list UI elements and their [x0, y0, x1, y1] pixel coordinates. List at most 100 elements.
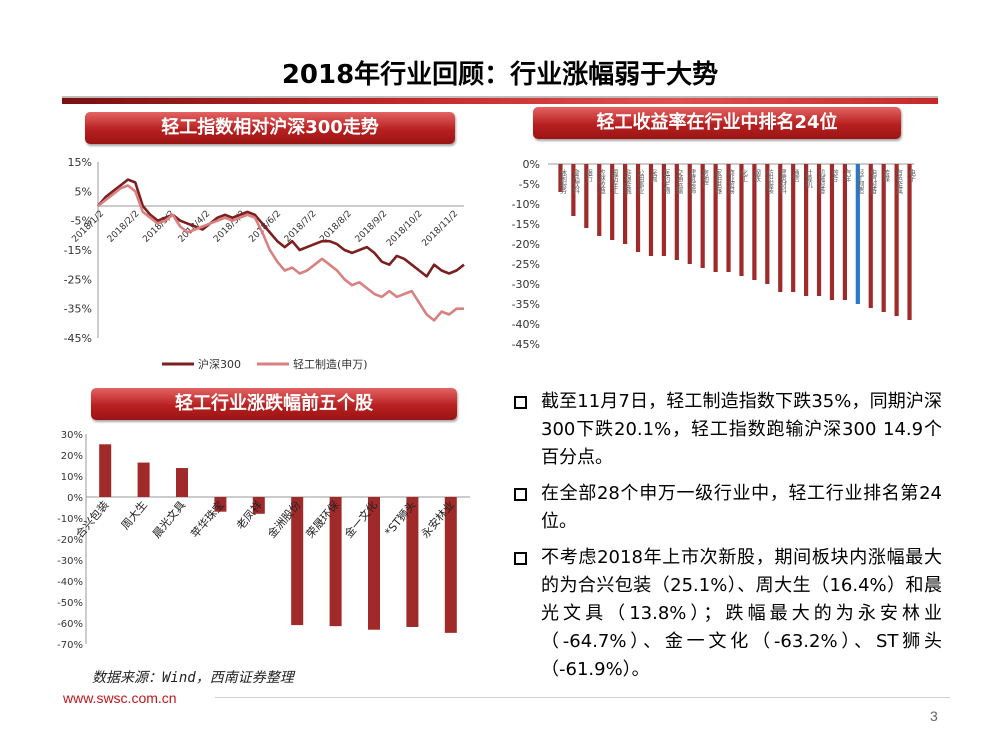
- page-title: 2018年行业回顾：行业涨幅弱于大势: [281, 60, 719, 90]
- industry-bar: [597, 164, 602, 236]
- industry-bar: [868, 164, 873, 308]
- y-tick-label: -5%: [71, 215, 92, 228]
- industry-label: 房地产: [702, 168, 710, 189]
- industry-bar: [778, 164, 783, 292]
- y-tick-label: 15%: [68, 156, 92, 169]
- y-tick-label: -40%: [57, 577, 83, 588]
- industry-label: 建筑装饰: [689, 168, 697, 195]
- y-tick-label: -70%: [57, 640, 83, 651]
- stock-bar: [291, 497, 304, 626]
- industry-label: 传媒: [883, 168, 891, 183]
- industry-label: 医药生物: [663, 169, 671, 195]
- bullet-item: 在全部28个申万一级行业中，轻工行业排名第24位。: [512, 480, 942, 536]
- industry-bar: [855, 164, 860, 304]
- industry-label: 钢铁: [753, 168, 761, 183]
- industry-bar: [623, 164, 628, 244]
- stock-label: 周大生: [118, 498, 150, 532]
- industry-label: 有色金属: [896, 168, 904, 195]
- industry-bar: [752, 164, 757, 280]
- series-line-hs300: [97, 178, 465, 278]
- legend-label: 沪深300: [198, 357, 241, 371]
- industry-label: 交通运输: [676, 168, 684, 195]
- y-tick-label: -35%: [64, 303, 92, 316]
- y-tick-label: -10%: [57, 514, 83, 525]
- y-tick-label: -30%: [57, 556, 83, 567]
- y-tick-label: -50%: [57, 598, 83, 609]
- industry-label: 计算机: [805, 168, 813, 189]
- industry-bar: [804, 164, 809, 296]
- y-tick-label: -20%: [57, 535, 83, 546]
- square-bullet-icon: [514, 488, 527, 501]
- y-tick-label: -45%: [512, 338, 540, 351]
- x-tick-label: 2018/8/2: [318, 209, 354, 245]
- industry-bar: [635, 164, 641, 252]
- industry-bar: [700, 164, 705, 268]
- industry-bar: [765, 164, 770, 284]
- x-tick-label: 2018/10/2: [385, 209, 425, 249]
- industry-label: 采掘: [650, 168, 658, 183]
- page-number: 3: [930, 708, 938, 724]
- y-tick-label: -60%: [57, 619, 83, 630]
- industry-label: 建筑材料: [779, 168, 787, 195]
- stock-label: 老凤祥: [233, 498, 265, 532]
- banner-trend: 轻工指数相对沪深300走势: [85, 112, 455, 144]
- industry-rank-bar-chart: 0% -5% -10% -15% -20% -25% -30% -35% -40% -45% 休闲服…: [512, 158, 917, 351]
- y-tick-label: 0%: [523, 158, 540, 171]
- industry-bar: [739, 164, 744, 276]
- industry-bar: [726, 164, 731, 272]
- industry-label: 农林牧渔: [598, 168, 606, 195]
- stock-bar: [444, 497, 457, 633]
- y-tick-label: -5%: [519, 178, 540, 191]
- stock-label: 苹华珠宝: [188, 498, 227, 541]
- top-stocks-bar-chart: 30%20%10%0%-10%-20%-30%-40%-50%-60%-70%合…: [57, 430, 470, 651]
- website-link[interactable]: www.swsc.com.cn: [63, 690, 177, 706]
- banner-rank: 轻工收益率在行业中排名24位: [533, 107, 901, 139]
- industry-label: 非银金融: [624, 168, 632, 195]
- x-tick-label: 2018/11/2: [420, 209, 460, 249]
- stock-bar: [368, 497, 380, 630]
- industry-label: 通信: [792, 168, 800, 183]
- stock-label: 晨光文具: [149, 498, 188, 541]
- y-tick-label: 30%: [61, 430, 83, 441]
- y-tick-label: -15%: [512, 218, 540, 231]
- x-tick-label: 2018/9/2: [354, 209, 390, 245]
- x-tick-label: 2018/2/2: [106, 209, 142, 245]
- y-tick-label: 0%: [67, 493, 83, 504]
- title-divider: [62, 96, 938, 98]
- industry-bar: [791, 164, 796, 292]
- industry-bar: [648, 164, 654, 256]
- stock-bar: [176, 468, 188, 497]
- y-tick-label: -15%: [64, 244, 92, 257]
- x-tick-label: 2018/7/2: [283, 209, 319, 245]
- industry-bar: [558, 164, 563, 192]
- stock-bar: [99, 444, 112, 497]
- industry-label: 国防军工: [611, 169, 619, 194]
- y-tick-label: 20%: [61, 451, 83, 462]
- y-tick-label: -40%: [512, 318, 540, 331]
- bullet-list: 截至11月7日，轻工制造指数下跌35%，同期沪深300下跌20.1%，轻工指数跑…: [512, 388, 942, 692]
- industry-bar: [687, 164, 692, 264]
- stock-bar: [137, 462, 150, 497]
- industry-bar: [713, 164, 718, 272]
- y-tick-label: -10%: [512, 198, 540, 211]
- stock-bar: [406, 497, 419, 627]
- industry-label: 纺织服装: [766, 168, 774, 195]
- industry-label: 电子: [909, 168, 917, 182]
- industry-label: 电气设备: [870, 168, 878, 195]
- industry-bar: [894, 164, 899, 316]
- series-line-light-industry: [97, 184, 464, 322]
- y-tick-label: -25%: [512, 258, 540, 271]
- square-bullet-icon: [514, 396, 527, 409]
- industry-label: 机械设备: [818, 168, 826, 195]
- industry-label: 轻工制造: [857, 168, 865, 195]
- stock-bar: [329, 497, 342, 627]
- industry-label: 商业贸易: [728, 168, 736, 195]
- industry-label: 汽车: [844, 168, 852, 183]
- industry-bar: [842, 164, 847, 300]
- stock-bar: [252, 497, 265, 514]
- legend-label: 轻工制造(申万): [293, 357, 368, 371]
- y-tick-label: 10%: [61, 472, 83, 483]
- industry-bar: [816, 164, 822, 296]
- bullet-item: 不考虑2018年上市次新股，期间板块内涨幅最大的为合兴包装（25.1%）、周大生…: [512, 544, 942, 684]
- industry-label: 食品饮料: [572, 168, 580, 195]
